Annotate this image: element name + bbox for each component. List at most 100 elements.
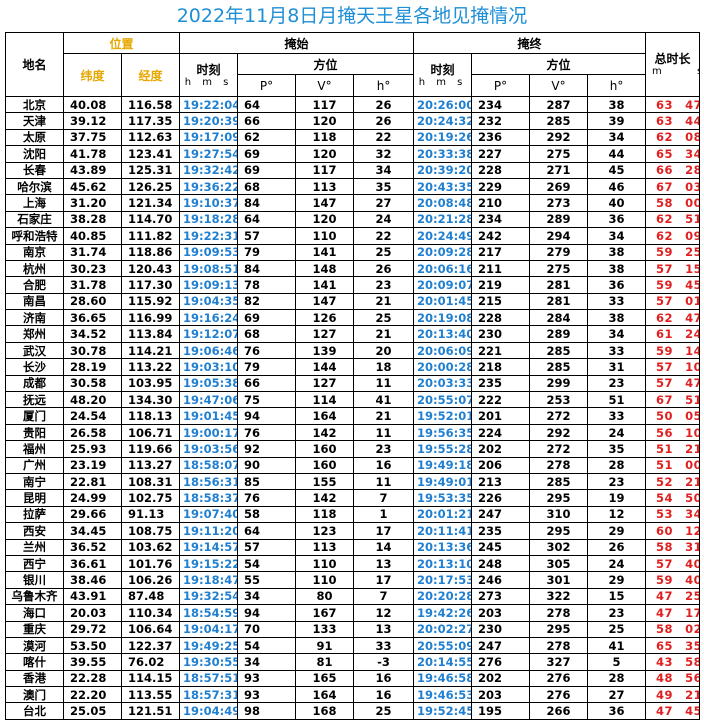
end-v-cell: 276 bbox=[529, 686, 589, 704]
end-h-cell: 28 bbox=[587, 456, 647, 474]
lon-cell: 119.66 bbox=[120, 440, 181, 458]
start-v-cell: 127 bbox=[295, 325, 355, 343]
lat-cell: 38.46 bbox=[63, 571, 122, 589]
table-row: 南京 31.74 118.86 19:09:53 79 141 25 20:09:28 217 2… bbox=[5, 243, 701, 261]
end-v-cell: 301 bbox=[529, 571, 589, 589]
start-time-cell: 19:32:42 bbox=[179, 161, 239, 179]
end-v-cell: 285 bbox=[529, 341, 589, 360]
start-p-cell: 64 bbox=[237, 522, 297, 540]
start-p-cell: 57 bbox=[237, 538, 297, 556]
lat-cell: 28.19 bbox=[63, 358, 122, 376]
end-time-cell: 20:06:09 bbox=[413, 341, 473, 360]
end-v-cell: 287 bbox=[529, 95, 589, 114]
lon-cell: 120.43 bbox=[120, 259, 181, 278]
end-h-cell: 29 bbox=[587, 571, 647, 589]
end-h-cell: 40 bbox=[587, 194, 647, 212]
start-time-cell: 19:27:54 bbox=[179, 145, 239, 163]
table-row: 澳门 22.20 113.55 18:57:31 93 164 16 19:46:53 203 2… bbox=[5, 686, 701, 704]
duration-minutes: 58 bbox=[656, 622, 674, 637]
duration-cell: 43 58 bbox=[645, 653, 701, 671]
table-row: 贵阳 26.58 106.71 19:00:17 76 142 11 19:56:35 224 2… bbox=[5, 423, 701, 442]
start-v-cell: 120 bbox=[295, 210, 355, 229]
end-v-cell: 295 bbox=[529, 489, 589, 507]
end-v-cell: 305 bbox=[529, 554, 589, 573]
start-h-cell: 25 bbox=[353, 309, 415, 327]
start-v-cell: 141 bbox=[295, 276, 355, 294]
end-v-cell: 278 bbox=[529, 456, 589, 474]
duration-minutes: 59 bbox=[656, 343, 674, 358]
end-v-cell: 275 bbox=[529, 145, 589, 163]
end-p-cell: 195 bbox=[471, 702, 531, 720]
lon-cell: 114.21 bbox=[120, 341, 181, 360]
end-h-cell: 24 bbox=[587, 423, 647, 442]
end-v-cell: 273 bbox=[529, 194, 589, 212]
end-h-cell: 26 bbox=[587, 538, 647, 556]
start-v-cell: 117 bbox=[295, 95, 355, 114]
duration-minutes: 56 bbox=[656, 425, 674, 440]
start-v-cell: 160 bbox=[295, 440, 355, 458]
lat-header: 纬度 bbox=[63, 53, 122, 97]
end-time-cell: 19:46:58 bbox=[413, 669, 473, 688]
end-time-cell: 20:08:48 bbox=[413, 194, 473, 212]
start-v-cell: 110 bbox=[295, 227, 355, 245]
city-cell: 上海 bbox=[5, 194, 64, 212]
end-p-cell: 202 bbox=[471, 669, 531, 688]
start-v-cell: 142 bbox=[295, 489, 355, 507]
end-h-cell: 24 bbox=[587, 554, 647, 573]
start-v-cell: 147 bbox=[295, 292, 355, 311]
city-cell: 长沙 bbox=[5, 358, 64, 376]
end-h-cell: 36 bbox=[587, 210, 647, 229]
end-time-cell: 20:14:55 bbox=[413, 653, 473, 671]
city-cell: 厦门 bbox=[5, 407, 64, 425]
start-time-cell: 19:09:53 bbox=[179, 243, 239, 261]
end-p-cell: 217 bbox=[471, 243, 531, 261]
start-h-cell: 22 bbox=[353, 128, 415, 147]
duration-cell: 59 45 bbox=[645, 276, 701, 294]
start-v-cell: 120 bbox=[295, 145, 355, 163]
end-p-cell: 230 bbox=[471, 620, 531, 638]
duration-seconds: 40 bbox=[685, 573, 698, 588]
start-p-cell: 84 bbox=[237, 194, 297, 212]
end-h-cell: 51 bbox=[587, 391, 647, 409]
duration-cell: 65 35 bbox=[645, 636, 701, 655]
end-time-cell: 20:13:36 bbox=[413, 538, 473, 556]
start-p-cell: 68 bbox=[237, 325, 297, 343]
end-v-cell: 292 bbox=[529, 423, 589, 442]
duration-minutes: 63 bbox=[656, 114, 674, 129]
table-row: 成都 30.58 103.95 19:05:38 66 127 11 20:03:33 235 2… bbox=[5, 374, 701, 393]
duration-cell: 62 09 bbox=[645, 227, 701, 245]
end-time-cell: 20:02:27 bbox=[413, 620, 473, 638]
duration-cell: 57 01 bbox=[645, 292, 701, 311]
duration-cell: 60 12 bbox=[645, 522, 701, 540]
duration-minutes: 59 bbox=[656, 277, 674, 292]
table-row: 太原 37.75 112.63 19:17:09 62 118 22 20:19:26 236 2… bbox=[5, 128, 701, 147]
table-row: 福州 25.93 119.66 19:03:56 92 160 23 19:55:28 202 2… bbox=[5, 440, 701, 458]
start-p-cell: 64 bbox=[237, 95, 297, 114]
lon-cell: 115.92 bbox=[120, 292, 181, 311]
end-p-cell: 218 bbox=[471, 358, 531, 376]
start-h-cell: 21 bbox=[353, 407, 415, 425]
start-v-cell: 139 bbox=[295, 341, 355, 360]
start-time-label: 时刻 bbox=[196, 62, 221, 77]
end-p-header: P° bbox=[471, 74, 531, 97]
end-v-cell: 310 bbox=[529, 505, 589, 524]
start-time-cell: 19:06:46 bbox=[179, 341, 239, 360]
lat-cell: 28.60 bbox=[63, 292, 122, 311]
start-v-cell: 113 bbox=[295, 538, 355, 556]
start-h-cell: 41 bbox=[353, 391, 415, 409]
duration-cell: 58 02 bbox=[645, 620, 701, 638]
end-p-cell: 228 bbox=[471, 309, 531, 327]
end-v-cell: 295 bbox=[529, 522, 589, 540]
start-p-cell: 69 bbox=[237, 161, 297, 179]
table-row: 合肥 31.78 117.30 19:09:13 78 141 23 20:09:07 219 2… bbox=[5, 276, 701, 294]
city-cell: 济南 bbox=[5, 309, 64, 327]
duration-seconds: 35 bbox=[685, 638, 698, 653]
lon-cell: 117.35 bbox=[120, 112, 181, 130]
start-time-cell: 19:15:22 bbox=[179, 554, 239, 573]
duration-cell: 67 51 bbox=[645, 391, 701, 409]
end-time-label: 时刻 bbox=[430, 62, 455, 77]
lon-cell: 123.41 bbox=[120, 145, 181, 163]
duration-seconds: 25 bbox=[685, 245, 698, 260]
city-cell: 昆明 bbox=[5, 489, 64, 507]
lat-cell: 43.89 bbox=[63, 161, 122, 179]
